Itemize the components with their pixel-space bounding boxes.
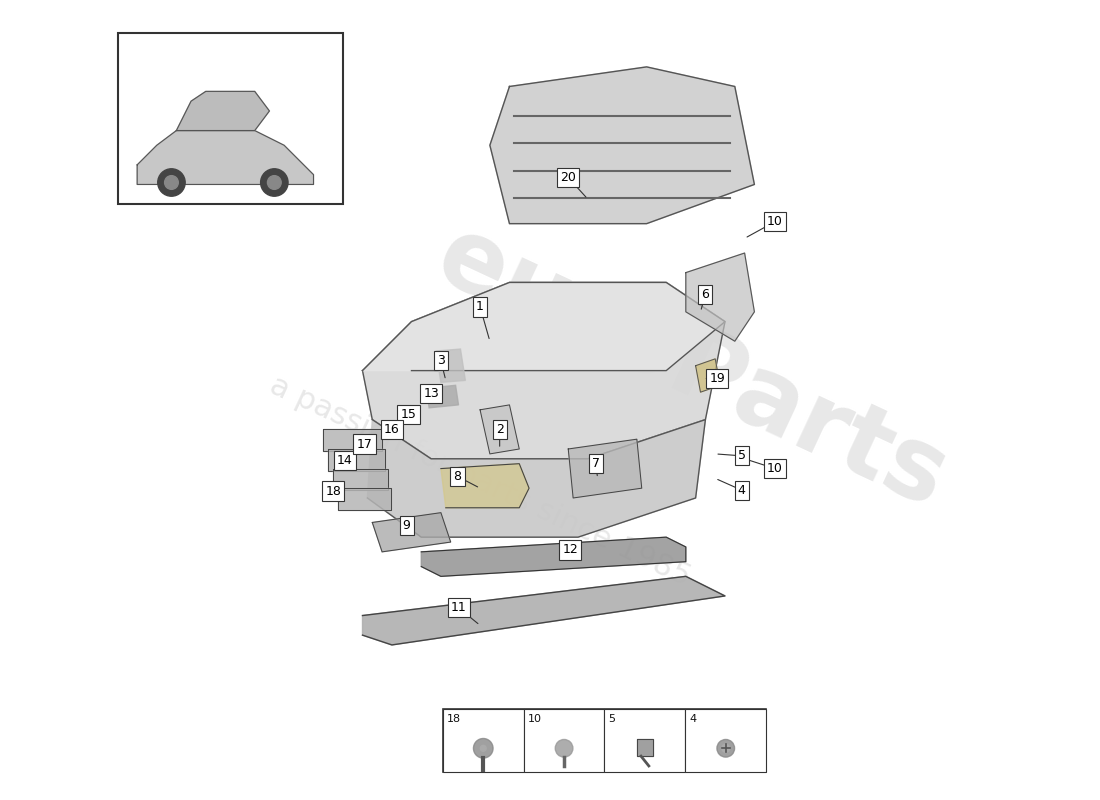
Text: 3: 3: [437, 354, 444, 367]
Polygon shape: [637, 738, 652, 756]
Text: 16: 16: [384, 423, 399, 436]
Text: 10: 10: [767, 215, 783, 228]
Circle shape: [556, 739, 573, 757]
Text: 19: 19: [710, 372, 725, 385]
Bar: [605, 709, 685, 772]
Text: 1: 1: [476, 301, 484, 314]
Text: 5: 5: [608, 714, 615, 725]
Bar: [118, 33, 343, 204]
Polygon shape: [367, 419, 705, 537]
Polygon shape: [441, 464, 529, 508]
Circle shape: [165, 176, 178, 190]
Text: 12: 12: [562, 543, 579, 557]
Text: 15: 15: [400, 408, 417, 421]
Polygon shape: [490, 67, 755, 224]
Text: 4: 4: [690, 714, 696, 725]
Text: 14: 14: [337, 454, 353, 467]
Text: 18: 18: [447, 714, 461, 725]
Circle shape: [261, 169, 288, 196]
Text: 10: 10: [528, 714, 541, 725]
Text: 7: 7: [592, 457, 600, 470]
Text: 10: 10: [767, 462, 783, 475]
Text: 11: 11: [451, 602, 466, 614]
Text: 5: 5: [738, 450, 746, 462]
Polygon shape: [426, 386, 459, 408]
Text: 4: 4: [738, 484, 746, 497]
Bar: [524, 709, 605, 772]
Text: euroParts: euroParts: [421, 208, 962, 529]
Polygon shape: [323, 430, 382, 451]
Circle shape: [481, 746, 486, 751]
Polygon shape: [436, 349, 465, 382]
Polygon shape: [363, 576, 725, 645]
Polygon shape: [480, 405, 519, 454]
Text: 6: 6: [702, 288, 710, 301]
Polygon shape: [421, 537, 685, 576]
Bar: [685, 709, 767, 772]
Text: 17: 17: [356, 438, 373, 450]
Bar: [443, 709, 767, 772]
Polygon shape: [333, 469, 388, 490]
Polygon shape: [363, 282, 725, 458]
Text: 8: 8: [453, 470, 462, 483]
Polygon shape: [569, 439, 641, 498]
Polygon shape: [176, 91, 270, 130]
Polygon shape: [363, 282, 725, 370]
Circle shape: [267, 176, 282, 190]
Polygon shape: [695, 359, 721, 392]
Polygon shape: [372, 513, 451, 552]
Polygon shape: [138, 130, 314, 185]
Text: 13: 13: [424, 386, 439, 400]
Text: 2: 2: [496, 423, 504, 436]
Text: 20: 20: [560, 171, 576, 184]
Text: a passion for parts since 1985: a passion for parts since 1985: [264, 371, 695, 592]
Circle shape: [473, 738, 493, 758]
Polygon shape: [685, 253, 755, 342]
Text: 9: 9: [403, 519, 410, 532]
Bar: [443, 709, 524, 772]
Circle shape: [717, 739, 735, 757]
Text: 18: 18: [326, 485, 341, 498]
Circle shape: [157, 169, 185, 196]
Circle shape: [722, 744, 729, 752]
Polygon shape: [338, 488, 390, 510]
Polygon shape: [328, 449, 385, 470]
